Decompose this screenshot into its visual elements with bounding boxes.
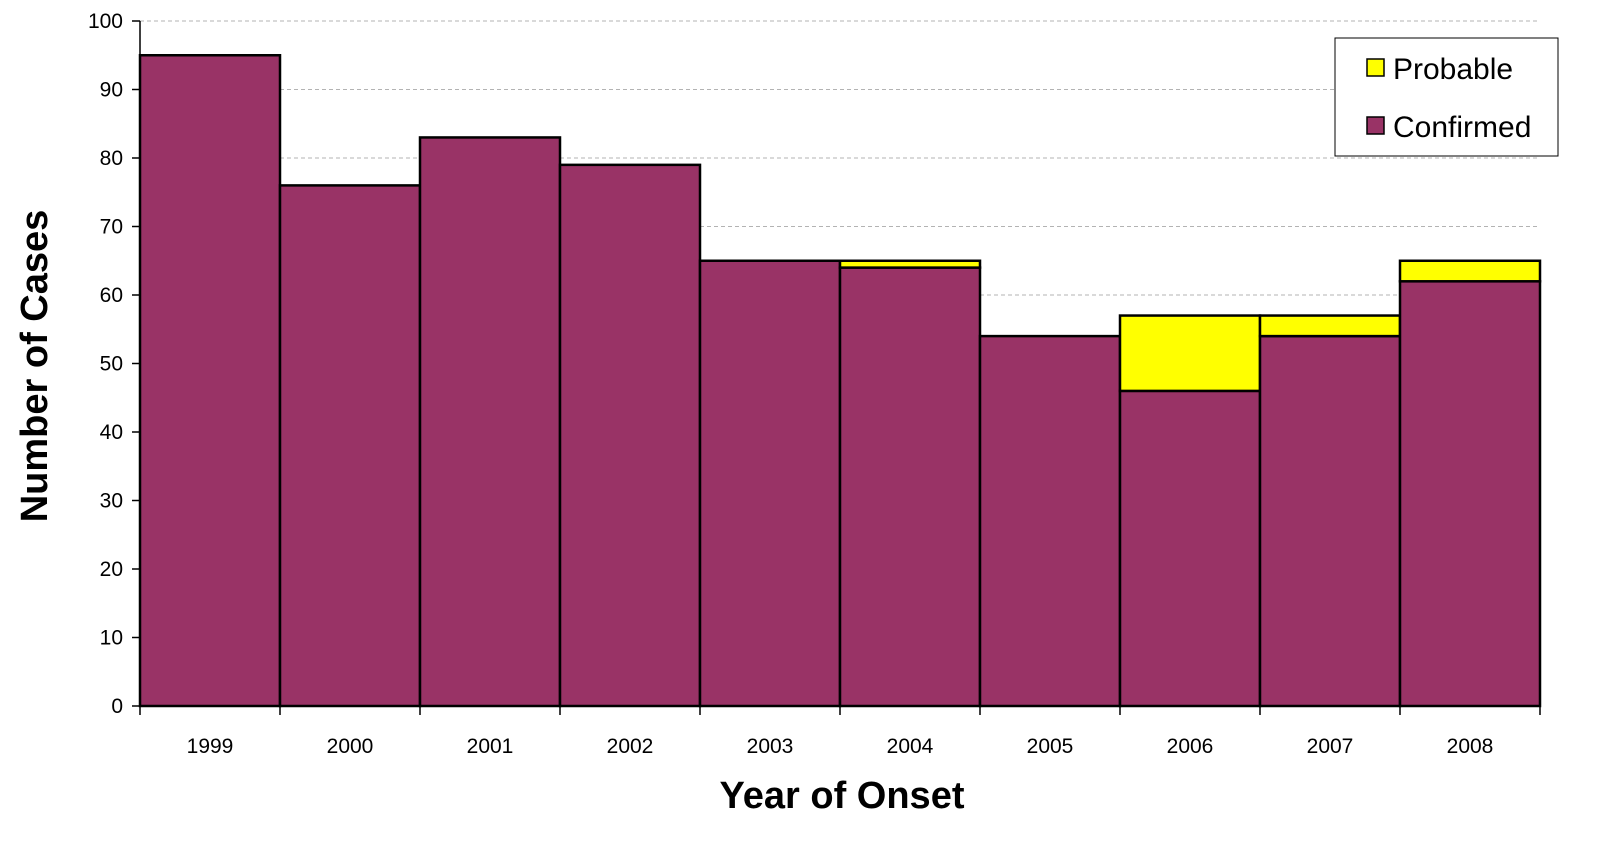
x-tick-label: 2005 — [1027, 735, 1074, 758]
bar-confirmed-2008 — [1398, 280, 1542, 708]
y-tick-label: 20 — [100, 558, 123, 581]
bar-probable-2008 — [1398, 259, 1542, 283]
legend-label-confirmed: Confirmed — [1393, 111, 1531, 144]
bar-probable-2004 — [838, 259, 982, 269]
y-tick-label: 50 — [100, 353, 123, 376]
bar-confirmed-2001 — [418, 136, 562, 708]
bar-confirmed-2004 — [838, 266, 982, 708]
x-tick-label: 2000 — [327, 735, 374, 758]
x-tick-label: 2003 — [747, 735, 794, 758]
x-tick-label: 2006 — [1167, 735, 1214, 758]
legend-label-probable: Probable — [1393, 53, 1513, 86]
bar-confirmed-2005 — [978, 334, 1122, 708]
x-tick-label: 2001 — [467, 735, 514, 758]
axes: 0 10 20 30 40 50 60 70 80 90 100 1999 2000 2001 2002 20… — [88, 10, 1541, 758]
x-tick-label: 2008 — [1447, 735, 1494, 758]
y-tick-label: 60 — [100, 284, 123, 307]
y-tick-label: 30 — [100, 490, 123, 513]
bar-confirmed-1999 — [138, 54, 282, 708]
y-axis-title: Number of Cases — [14, 210, 56, 523]
bar-confirmed-2003 — [698, 259, 842, 708]
bar-probable-2007 — [1258, 314, 1402, 338]
x-tick-label: 2004 — [887, 735, 934, 758]
y-tick-label: 90 — [100, 79, 123, 102]
y-tick-label: 70 — [100, 216, 123, 239]
x-tick-label: 2007 — [1307, 735, 1354, 758]
x-axis-title: Year of Onset — [720, 775, 965, 817]
legend: Probable Confirmed — [1334, 37, 1559, 157]
legend-swatch-probable — [1366, 58, 1385, 77]
y-tick-label: 10 — [100, 627, 123, 650]
bar-confirmed-2006 — [1118, 389, 1262, 708]
bar-confirmed-2000 — [278, 184, 422, 708]
legend-swatch-confirmed — [1366, 116, 1385, 135]
bar-confirmed-2002 — [558, 163, 702, 708]
y-tick-label: 40 — [100, 421, 123, 444]
bar-confirmed-2007 — [1258, 334, 1402, 708]
legend-box — [1334, 37, 1559, 157]
bars — [138, 54, 1542, 708]
y-tick-label: 0 — [111, 695, 123, 718]
bar-probable-2006 — [1118, 314, 1262, 393]
y-tick-label: 80 — [100, 147, 123, 170]
y-tick-label: 100 — [88, 10, 123, 33]
x-tick-label: 1999 — [187, 735, 234, 758]
x-tick-label: 2002 — [607, 735, 654, 758]
